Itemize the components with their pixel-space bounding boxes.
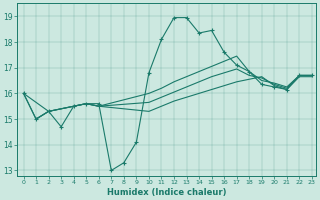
X-axis label: Humidex (Indice chaleur): Humidex (Indice chaleur)	[107, 188, 226, 197]
